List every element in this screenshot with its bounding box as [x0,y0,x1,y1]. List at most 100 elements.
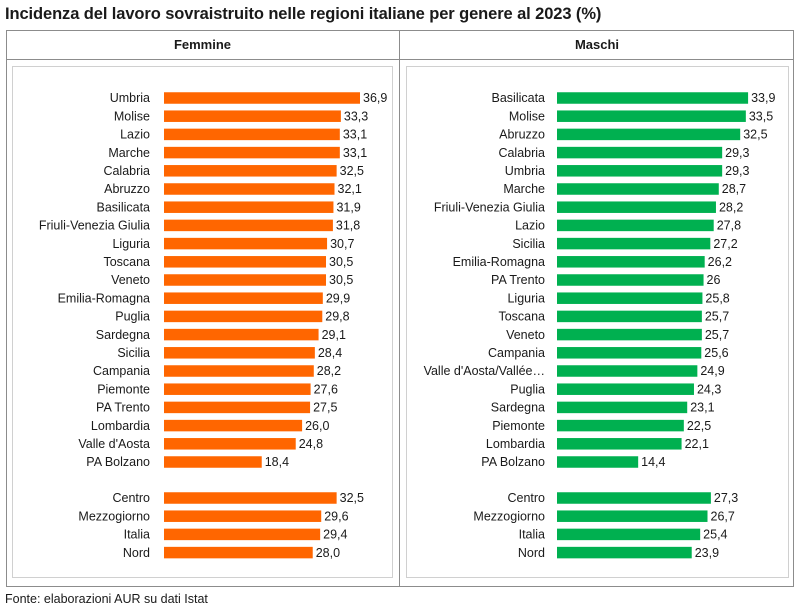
femmine-region-bar-18 [164,419,303,432]
maschi-region-label-13: Veneto [506,328,545,342]
femmine-aggregate-label-1: Mezzogiorno [78,509,150,523]
femmine-region-value-7: 31,8 [336,219,360,233]
femmine-region-label-1: Molise [114,109,150,123]
femmine-region-value-8: 30,7 [330,237,354,251]
femmine-region-bar-13 [164,328,319,341]
maschi-region-bar-2 [557,128,741,141]
maschi-region-label-2: Abruzzo [499,128,545,142]
maschi-region-bar-17 [557,401,688,414]
maschi-region-value-20: 14,4 [641,455,665,469]
maschi-region-bar-20 [557,456,639,468]
femmine-region-label-19: Valle d'Aosta [78,437,150,451]
femmine-region-value-9: 30,5 [329,255,353,269]
femmine-region-label-14: Sicilia [117,346,150,360]
maschi-region-label-9: Emilia-Romagna [453,255,545,269]
maschi-region-bar-15 [557,365,698,377]
chart-frame [6,30,794,587]
maschi-region-label-5: Marche [503,182,545,196]
maschi-region-value-12: 25,7 [705,310,729,324]
femmine-region-label-8: Liguria [112,237,150,251]
femmine-region-bar-11 [164,292,323,304]
femmine-region-label-4: Calabria [103,164,150,178]
maschi-aggregate-value-1: 26,7 [711,509,735,523]
maschi-region-bar-14 [557,347,702,359]
maschi-region-label-18: Piemonte [492,419,545,433]
femmine-region-bar-15 [164,365,314,377]
maschi-region-bar-16 [557,383,694,395]
maschi-region-value-11: 25,8 [705,291,729,305]
maschi-region-value-17: 23,1 [690,401,714,415]
maschi-aggregate-label-3: Nord [518,546,545,560]
maschi-aggregate-bar-0 [557,492,711,504]
maschi-region-label-11: Liguria [507,291,545,305]
plot-area-maschi: Basilicata 33,9 Molise 33,5 Abruzzo 32,5 Calab… [406,66,789,578]
maschi-region-value-19: 22,1 [685,437,709,451]
femmine-region-bar-5 [164,183,335,195]
maschi-region-bar-11 [557,292,703,304]
maschi-region-label-0: Basilicata [492,91,546,105]
femmine-aggregate-value-1: 29,6 [324,509,348,523]
femmine-region-label-6: Basilicata [97,200,151,214]
femmine-region-bar-2 [164,128,340,141]
maschi-region-value-5: 28,7 [722,182,746,196]
femmine-region-label-7: Friuli-Venezia Giulia [39,219,150,233]
femmine-region-value-15: 28,2 [317,364,341,378]
maschi-region-label-1: Molise [509,109,545,123]
femmine-region-label-18: Lombardia [91,419,150,433]
maschi-region-label-14: Campania [488,346,545,360]
plot-area-femmine: Umbria 36,9 Molise 33,3 Lazio 33,1 Marche 33,1 C… [12,66,393,578]
maschi-region-value-16: 24,3 [697,382,721,396]
femmine-region-bar-3 [164,146,340,159]
maschi-region-label-4: Umbria [505,164,545,178]
femmine-aggregate-bar-2 [164,528,321,541]
femmine-region-label-9: Toscana [103,255,150,269]
femmine-region-label-13: Sardegna [96,328,150,342]
femmine-region-label-12: Puglia [115,310,150,324]
femmine-region-value-17: 27,5 [313,401,337,415]
femmine-region-bar-12 [164,310,323,323]
maschi-region-label-19: Lombardia [486,437,545,451]
maschi-region-bar-12 [557,310,702,323]
femmine-region-value-10: 30,5 [329,273,353,287]
maschi-aggregate-bar-3 [557,546,692,559]
maschi-region-bar-13 [557,328,702,341]
femmine-region-label-5: Abruzzo [104,182,150,196]
femmine-region-bar-1 [164,110,341,122]
femmine-region-label-0: Umbria [110,91,150,105]
femmine-region-value-3: 33,1 [343,146,367,160]
bar-chart-femmine: Umbria 36,9 Molise 33,3 Lazio 33,1 Marche 33,1 C… [39,91,388,560]
femmine-region-value-0: 36,9 [363,91,387,105]
maschi-region-bar-3 [557,146,723,159]
chart-title: Incidenza del lavoro sovraistruito nelle… [5,5,602,23]
femmine-aggregate-label-2: Italia [124,528,150,542]
femmine-region-bar-6 [164,201,334,213]
maschi-region-label-17: Sardegna [491,401,545,415]
maschi-region-bar-6 [557,201,716,213]
femmine-region-bar-16 [164,383,311,395]
panel-title-femmine: Femmine [173,37,232,52]
femmine-region-label-20: PA Bolzano [86,455,150,469]
maschi-region-label-6: Friuli-Venezia Giulia [434,200,545,214]
maschi-region-bar-4 [557,165,723,177]
femmine-aggregate-bar-3 [164,546,313,559]
femmine-region-label-2: Lazio [120,128,150,142]
maschi-aggregate-bar-1 [557,510,708,522]
maschi-region-bar-1 [557,110,746,122]
maschi-region-value-15: 24,9 [700,364,724,378]
maschi-region-value-14: 25,6 [704,346,728,360]
femmine-region-value-1: 33,3 [344,109,368,123]
maschi-region-value-9: 26,2 [708,255,732,269]
maschi-region-bar-18 [557,419,684,432]
panel-divider [399,30,400,587]
maschi-region-label-7: Lazio [515,219,545,233]
maschi-region-label-3: Calabria [498,146,545,160]
femmine-region-value-6: 31,9 [336,200,360,214]
maschi-aggregate-bar-2 [557,528,701,541]
maschi-region-value-13: 25,7 [705,328,729,342]
femmine-aggregate-value-3: 28,0 [316,546,340,560]
maschi-region-value-10: 26 [707,273,721,287]
femmine-aggregate-label-0: Centro [112,491,150,505]
maschi-region-value-1: 33,5 [749,109,773,123]
maschi-region-label-20: PA Bolzano [481,455,545,469]
maschi-region-bar-10 [557,274,704,286]
